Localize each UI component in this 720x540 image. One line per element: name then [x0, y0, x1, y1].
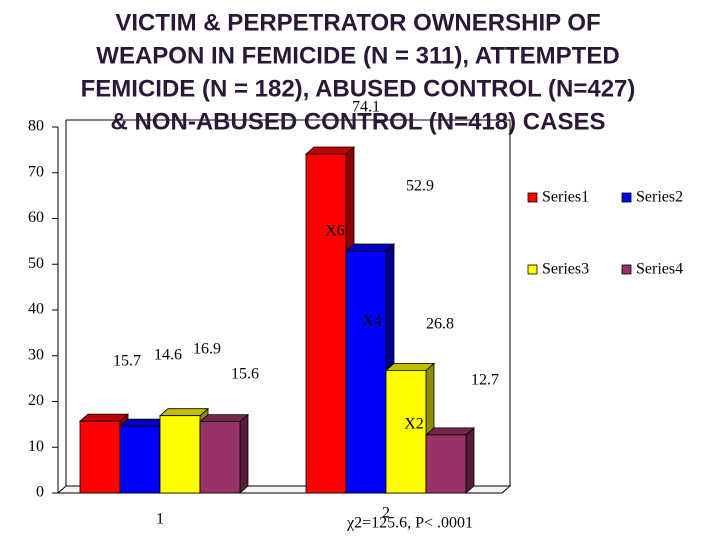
bar: [385, 369, 427, 494]
bar: [305, 153, 347, 494]
value-label: 15.6: [231, 366, 259, 383]
y-tick-label: 50: [28, 255, 44, 272]
chart-title: WEAPON IN FEMICIDE (N = 311), ATTEMPTED: [96, 42, 619, 69]
value-label: 16.9: [193, 341, 221, 358]
chart-title: & NON-ABUSED CONTROL (N=418) CASES: [111, 108, 606, 135]
bar-side: [239, 413, 249, 494]
bar-top: [384, 362, 436, 371]
bar: [119, 425, 161, 494]
x-tick-label: 2: [382, 505, 390, 522]
legend-label: Series1: [542, 189, 589, 206]
bar-top: [344, 243, 396, 252]
legend-swatch: [621, 264, 632, 275]
bar: [199, 421, 241, 494]
legend: [514, 176, 700, 294]
annotation: X2: [404, 416, 424, 433]
bar-top: [304, 146, 356, 155]
y-tick-label: 0: [36, 484, 44, 501]
y-tick-label: 40: [28, 301, 44, 318]
bar: [345, 250, 387, 494]
value-label: 74.1: [352, 99, 380, 116]
value-label: 12.7: [471, 372, 499, 389]
y-tick-label: 10: [28, 438, 44, 455]
annotation: X6: [325, 223, 345, 240]
legend-swatch: [527, 264, 538, 275]
value-label: 52.9: [406, 178, 434, 195]
bar: [425, 434, 467, 494]
legend-label: Series3: [542, 261, 589, 278]
legend-swatch: [621, 192, 632, 203]
bar: [79, 420, 121, 494]
bar-top: [198, 414, 250, 423]
bar: [159, 415, 201, 494]
value-label: 26.8: [426, 316, 454, 333]
chart-title: VICTIM & PERPETRATOR OWNERSHIP OF: [115, 9, 600, 36]
value-label: 15.7: [113, 353, 141, 370]
chart-title: FEMICIDE (N = 182), ABUSED CONTROL (N=42…: [81, 75, 636, 102]
y-tick-label: 80: [28, 118, 44, 135]
legend-label: Series4: [636, 261, 683, 278]
bar-top: [424, 427, 476, 436]
y-tick-label: 60: [28, 209, 44, 226]
annotation: χ2=125.6, P< .0001: [346, 515, 473, 532]
y-tick-label: 20: [28, 392, 44, 409]
bar-side: [465, 427, 475, 494]
legend-swatch: [527, 192, 538, 203]
annotation: X4: [362, 313, 382, 330]
bar-top: [78, 413, 130, 422]
y-tick-label: 30: [28, 346, 44, 363]
x-tick-label: 1: [156, 511, 164, 528]
back-wall: [66, 119, 511, 486]
y-tick-label: 70: [28, 163, 44, 180]
bar-top: [158, 408, 210, 417]
legend-label: Series2: [636, 189, 683, 206]
value-label: 14.6: [154, 347, 182, 364]
